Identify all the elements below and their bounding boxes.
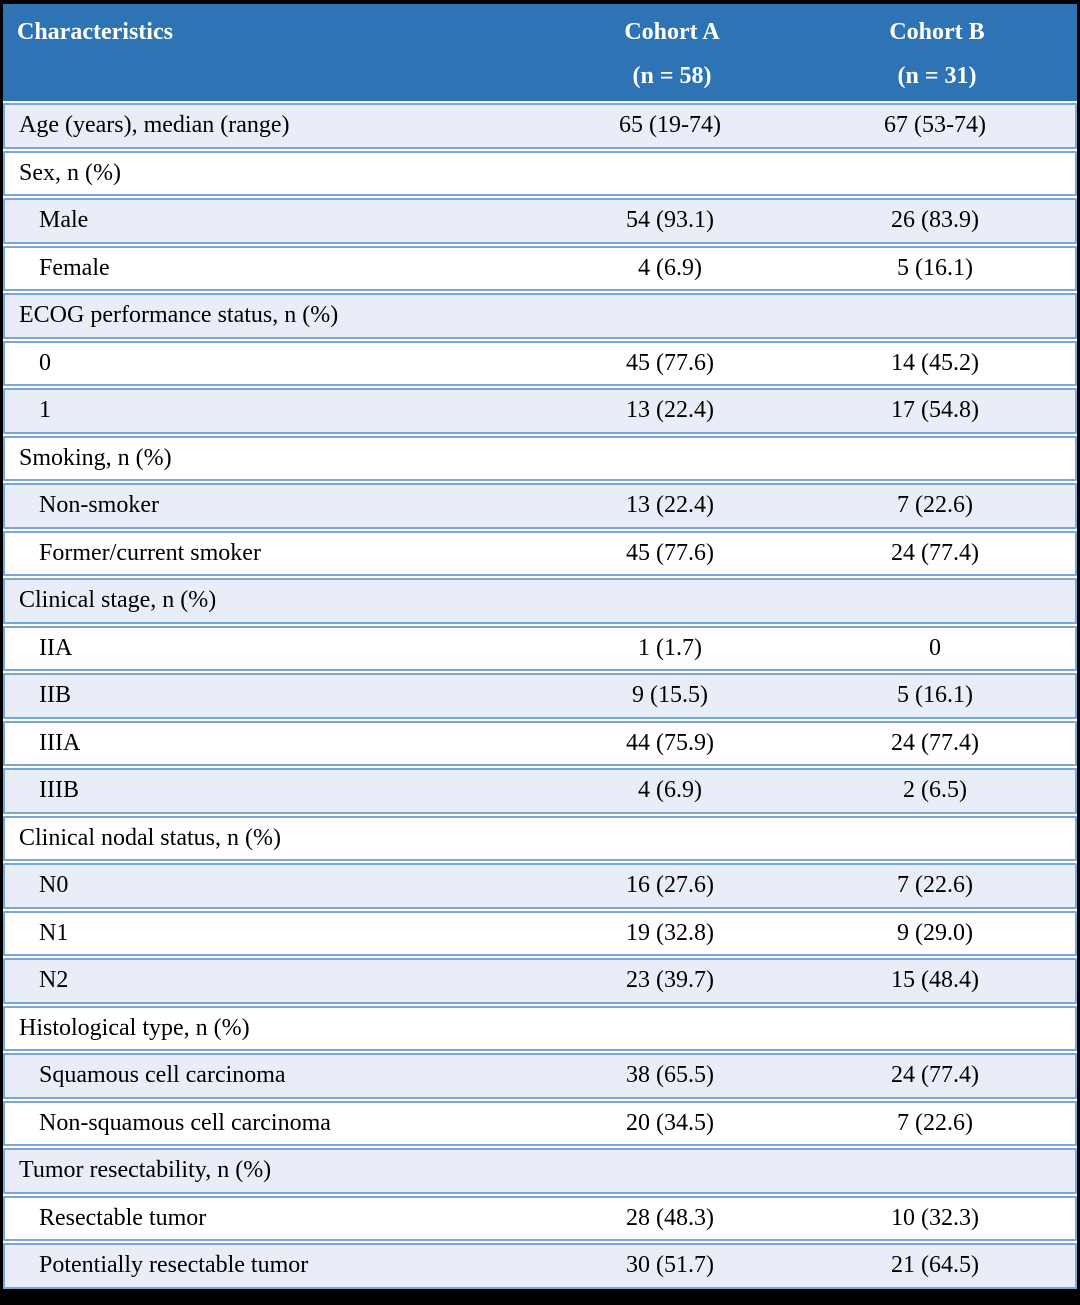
cohort-a-value: 38 (65.5)	[626, 1062, 714, 1089]
row-label: Non-smoker	[39, 492, 159, 519]
cohort-b-value: 26 (83.9)	[891, 207, 979, 234]
cohort-a-value: 13 (22.4)	[626, 492, 714, 519]
cohort-b-value: 7 (22.6)	[897, 872, 973, 899]
cohort-a-value: 19 (32.8)	[626, 919, 714, 946]
table-row: Non-smoker 13 (22.4) 7 (22.6)	[3, 483, 1077, 529]
row-label: N2	[39, 967, 69, 994]
table-row: Non-squamous cell carcinoma 20 (34.5) 7 …	[3, 1100, 1077, 1146]
cohort-a-value: 28 (48.3)	[626, 1204, 714, 1231]
cohort-a-value: 65 (19-74)	[619, 112, 721, 139]
table-row: Resectable tumor 28 (48.3) 10 (32.3)	[3, 1195, 1077, 1241]
header-cohort-a-n: (n = 58)	[632, 63, 712, 89]
row-label: Former/current smoker	[39, 539, 261, 566]
table-row: IIIA 44 (75.9) 24 (77.4)	[3, 720, 1077, 766]
table-row: 1 13 (22.4) 17 (54.8)	[3, 388, 1077, 434]
table-row: IIIB 4 (6.9) 2 (6.5)	[3, 768, 1077, 814]
cohort-b-value: 0	[929, 634, 941, 661]
row-label: Female	[39, 254, 110, 281]
cohort-b-value: 24 (77.4)	[891, 729, 979, 756]
table-row: Clinical stage, n (%)	[3, 578, 1077, 624]
row-label: IIB	[39, 682, 71, 709]
cohort-a-value: 45 (77.6)	[626, 539, 714, 566]
row-label: Potentially resectable tumor	[39, 1252, 309, 1279]
cohort-b-value: 24 (77.4)	[891, 1062, 979, 1089]
table-row: Sex, n (%)	[3, 150, 1077, 196]
cohort-a-value: 9 (15.5)	[632, 682, 708, 709]
cohort-a-value: 1 (1.7)	[638, 634, 702, 661]
cohort-a-value: 23 (39.7)	[626, 967, 714, 994]
cohort-b-value: 14 (45.2)	[891, 349, 979, 376]
cohort-a-value: 44 (75.9)	[626, 729, 714, 756]
cohort-b-value: 7 (22.6)	[897, 1109, 973, 1136]
row-label: Male	[39, 207, 89, 234]
cohort-b-value: 5 (16.1)	[897, 682, 973, 709]
row-label: Non-squamous cell carcinoma	[39, 1109, 331, 1136]
row-label: ECOG performance status, n (%)	[19, 302, 339, 329]
table-row: ECOG performance status, n (%)	[3, 293, 1077, 339]
header-col-cohort-b: Cohort B (n = 31)	[797, 10, 1077, 101]
table-row: Former/current smoker 45 (77.6) 24 (77.4…	[3, 530, 1077, 576]
cohort-a-value: 20 (34.5)	[626, 1109, 714, 1136]
header-cohort-b-label: Cohort B	[889, 19, 985, 45]
cohort-b-value: 15 (48.4)	[891, 967, 979, 994]
table-row: Clinical nodal status, n (%)	[3, 815, 1077, 861]
row-label: Clinical stage, n (%)	[19, 587, 217, 614]
table-row: Smoking, n (%)	[3, 435, 1077, 481]
cohort-b-value: 67 (53-74)	[884, 112, 986, 139]
table-row: 0 45 (77.6) 14 (45.2)	[3, 340, 1077, 386]
cohort-b-value: 9 (29.0)	[897, 919, 973, 946]
table-row: IIA 1 (1.7) 0	[3, 625, 1077, 671]
row-label: Resectable tumor	[39, 1204, 207, 1231]
cohort-b-value: 10 (32.3)	[891, 1204, 979, 1231]
table-row: Male 54 (93.1) 26 (83.9)	[3, 198, 1077, 244]
cohort-b-value: 21 (64.5)	[891, 1252, 979, 1279]
header-col-cohort-a: Cohort A (n = 58)	[547, 10, 797, 101]
header-cohort-a-label: Cohort A	[624, 19, 720, 45]
cohort-a-value: 54 (93.1)	[626, 207, 714, 234]
row-label: IIIB	[39, 777, 79, 804]
row-label: 0	[39, 349, 51, 376]
table-row: N1 19 (32.8) 9 (29.0)	[3, 910, 1077, 956]
table-row: Female 4 (6.9) 5 (16.1)	[3, 245, 1077, 291]
cohort-b-value: 24 (77.4)	[891, 539, 979, 566]
table-row: Tumor resectability, n (%)	[3, 1148, 1077, 1194]
row-label: Clinical nodal status, n (%)	[19, 824, 281, 851]
header-cohort-b-n: (n = 31)	[897, 63, 977, 89]
table-row: Squamous cell carcinoma 38 (65.5) 24 (77…	[3, 1053, 1077, 1099]
row-label: Age (years), median (range)	[19, 112, 290, 139]
table-header: Characteristics Cohort A (n = 58) Cohort…	[3, 4, 1077, 101]
cohort-a-value: 4 (6.9)	[638, 777, 702, 804]
row-label: Sex, n (%)	[19, 159, 121, 186]
row-label: N1	[39, 919, 69, 946]
table-row: Histological type, n (%)	[3, 1005, 1077, 1051]
cohort-a-value: 16 (27.6)	[626, 872, 714, 899]
row-label: Tumor resectability, n (%)	[19, 1157, 272, 1184]
table-body: Age (years), median (range) 65 (19-74) 6…	[3, 103, 1077, 1289]
header-characteristics-label: Characteristics	[17, 19, 173, 45]
cohort-b-value: 5 (16.1)	[897, 254, 973, 281]
cohort-a-value: 4 (6.9)	[638, 254, 702, 281]
cohort-a-value: 45 (77.6)	[626, 349, 714, 376]
table-row: Potentially resectable tumor 30 (51.7) 2…	[3, 1243, 1077, 1289]
cohort-b-value: 2 (6.5)	[903, 777, 967, 804]
row-label: Smoking, n (%)	[19, 444, 172, 471]
table-row: Age (years), median (range) 65 (19-74) 6…	[3, 103, 1077, 149]
header-col-characteristics: Characteristics	[3, 10, 547, 101]
cohort-b-value: 17 (54.8)	[891, 397, 979, 424]
row-label: Squamous cell carcinoma	[39, 1062, 286, 1089]
table-row: IIB 9 (15.5) 5 (16.1)	[3, 673, 1077, 719]
row-label: Histological type, n (%)	[19, 1014, 250, 1041]
row-label: IIIA	[39, 729, 81, 756]
row-label: IIA	[39, 634, 73, 661]
cohort-b-value: 7 (22.6)	[897, 492, 973, 519]
characteristics-table: Characteristics Cohort A (n = 58) Cohort…	[3, 4, 1077, 1289]
table-row: N2 23 (39.7) 15 (48.4)	[3, 958, 1077, 1004]
table-row: N0 16 (27.6) 7 (22.6)	[3, 863, 1077, 909]
row-label: N0	[39, 872, 69, 899]
row-label: 1	[39, 397, 51, 424]
cohort-a-value: 30 (51.7)	[626, 1252, 714, 1279]
cohort-a-value: 13 (22.4)	[626, 397, 714, 424]
